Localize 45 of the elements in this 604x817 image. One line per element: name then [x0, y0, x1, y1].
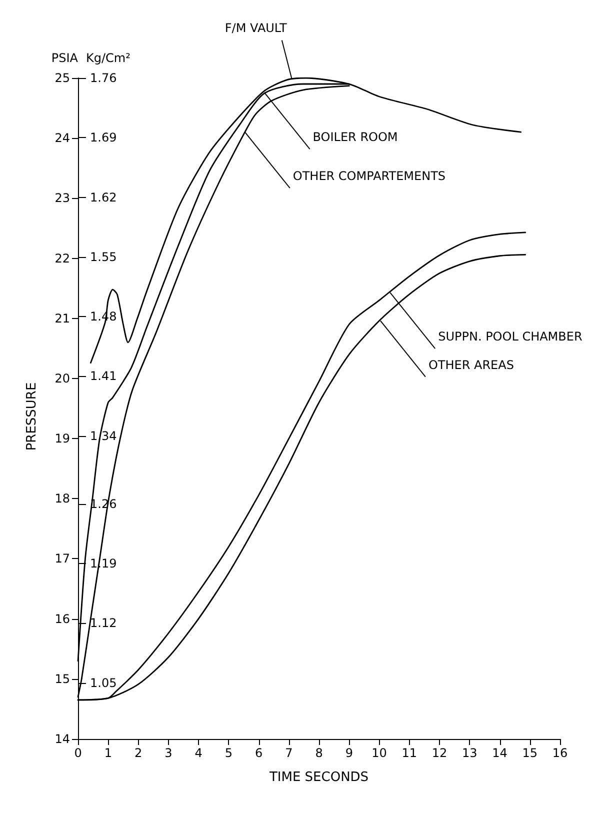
y-tick-label: 20 — [54, 371, 70, 386]
annotation: BOILER ROOM — [312, 130, 398, 144]
y-tick-label: 19 — [54, 432, 70, 446]
annotation: OTHER AREAS — [428, 358, 514, 372]
y-tick-label: 18 — [54, 492, 70, 506]
x-tick-label: 0 — [74, 746, 82, 760]
x-tick-label: 10 — [372, 746, 387, 760]
x-tick-label: 4 — [194, 746, 202, 760]
y2-tick-label: 1.62 — [90, 190, 117, 204]
annotation: OTHER COMPARTEMENTS — [292, 169, 446, 184]
y-tick-label: 14 — [54, 732, 70, 746]
y2-tick-label: 1.55 — [90, 250, 117, 264]
x-tick-label: 7 — [285, 746, 293, 760]
y2-tick-label: 1.41 — [90, 369, 117, 384]
y-tick-label: 15 — [54, 672, 70, 686]
y2-tick-label: 1.76 — [90, 71, 117, 85]
y-tick-label: 25 — [54, 71, 70, 85]
text: PRESSURE — [24, 382, 40, 451]
x-tick-label: 8 — [315, 746, 323, 760]
y-tick-label: 16 — [54, 612, 70, 626]
annotation: SUPPN. POOL CHAMBER — [438, 330, 582, 344]
y-tick-label: 21 — [54, 311, 70, 326]
x-tick-label: 11 — [402, 746, 418, 760]
x-axis-title: TIME SECONDS — [268, 770, 369, 785]
y-tick-label: 17 — [54, 552, 70, 566]
y-tick-label: 22 — [54, 251, 70, 266]
y-tick-label: 23 — [54, 191, 70, 206]
annotation: F/M VAULT — [224, 21, 288, 36]
y-axis-title: PSIA — [51, 51, 79, 65]
x-tick-label: 5 — [224, 746, 232, 760]
y2-tick-label: 1.69 — [90, 130, 117, 145]
x-tick-label: 12 — [432, 746, 448, 760]
y-tick-label: 24 — [54, 131, 70, 146]
x-tick-label: 13 — [462, 746, 478, 760]
x-tick-label: 2 — [134, 746, 142, 760]
y2-axis-title: Kg/Cm² — [86, 51, 131, 65]
y2-tick-label: 1.05 — [90, 676, 117, 690]
x-tick-label: 1 — [104, 746, 112, 760]
x-tick-label: 3 — [164, 746, 172, 760]
x-tick-label: 16 — [552, 746, 568, 760]
x-tick-label: 15 — [522, 746, 538, 760]
x-tick-label: 6 — [254, 746, 263, 760]
y2-tick-label: 1.12 — [90, 616, 117, 630]
x-tick-label: 9 — [345, 746, 353, 760]
x-tick-label: 14 — [492, 746, 508, 760]
